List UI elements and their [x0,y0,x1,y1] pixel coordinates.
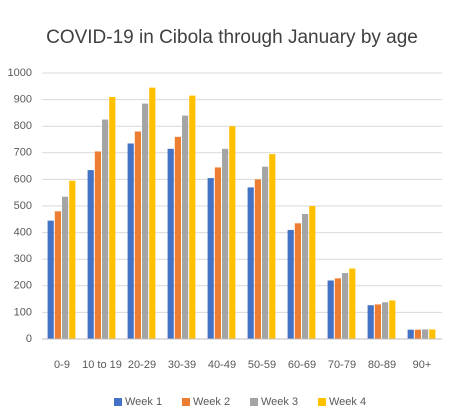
bar [207,178,214,339]
legend-label: Week 3 [261,396,298,408]
bar [134,131,141,339]
bar [142,103,149,339]
x-tick-label: 10 to 19 [82,359,122,371]
y-tick-label: 400 [14,227,32,239]
x-tick-label: 90+ [413,359,432,371]
x-tick-label: 40-49 [208,359,236,371]
bar [127,143,134,339]
legend-label: Week 1 [125,396,162,408]
bar [54,211,61,339]
y-tick-label: 800 [14,120,32,132]
legend-label: Week 4 [329,396,366,408]
bar [422,329,429,339]
x-tick-label: 70-79 [328,359,356,371]
bar [269,154,276,339]
y-tick-label: 300 [14,253,32,265]
bar [334,278,341,339]
y-tick-label: 600 [14,173,32,185]
x-tick-label: 50-59 [248,359,276,371]
bar [167,148,174,339]
y-tick-label: 500 [14,200,32,212]
bar [47,220,54,339]
bar [62,196,69,339]
bar [229,126,236,339]
bar [302,213,309,339]
bar [102,119,109,339]
y-tick-label: 0 [26,333,32,345]
y-tick-label: 900 [14,94,32,106]
x-tick-label: 0-9 [54,359,70,371]
x-tick-label: 20-29 [128,359,156,371]
bar [174,136,181,339]
bar [262,166,269,339]
bar [149,87,156,339]
bar [287,229,294,339]
legend-swatch [250,398,258,406]
y-tick-label: 200 [14,280,32,292]
bar [294,223,301,339]
legend-label: Week 2 [193,396,230,408]
legend-swatch [182,398,190,406]
x-tick-label: 80-89 [368,359,396,371]
y-tick-label: 100 [14,306,32,318]
bar [87,170,94,339]
y-tick-label: 700 [14,147,32,159]
bar [214,167,221,339]
bar [429,329,436,339]
bar [309,206,316,339]
legend-swatch [318,398,326,406]
bar [407,329,414,339]
y-tick-label: 1000 [8,67,32,79]
bar [247,187,254,339]
x-tick-label: 30-39 [168,359,196,371]
bar [382,302,389,339]
bar [69,180,76,339]
bar [349,268,356,339]
bar [182,115,189,339]
bar [94,151,101,339]
bar [367,305,374,339]
bar [222,148,229,339]
bar [327,280,334,339]
x-tick-label: 60-69 [288,359,316,371]
bar [374,304,381,339]
bar [414,329,421,339]
chart-title: COVID-19 in Cibola through January by ag… [46,27,418,48]
bar [109,96,116,339]
bar [389,300,396,339]
bar [342,273,349,339]
bar [254,179,261,339]
bar [189,95,196,339]
legend-swatch [114,398,122,406]
